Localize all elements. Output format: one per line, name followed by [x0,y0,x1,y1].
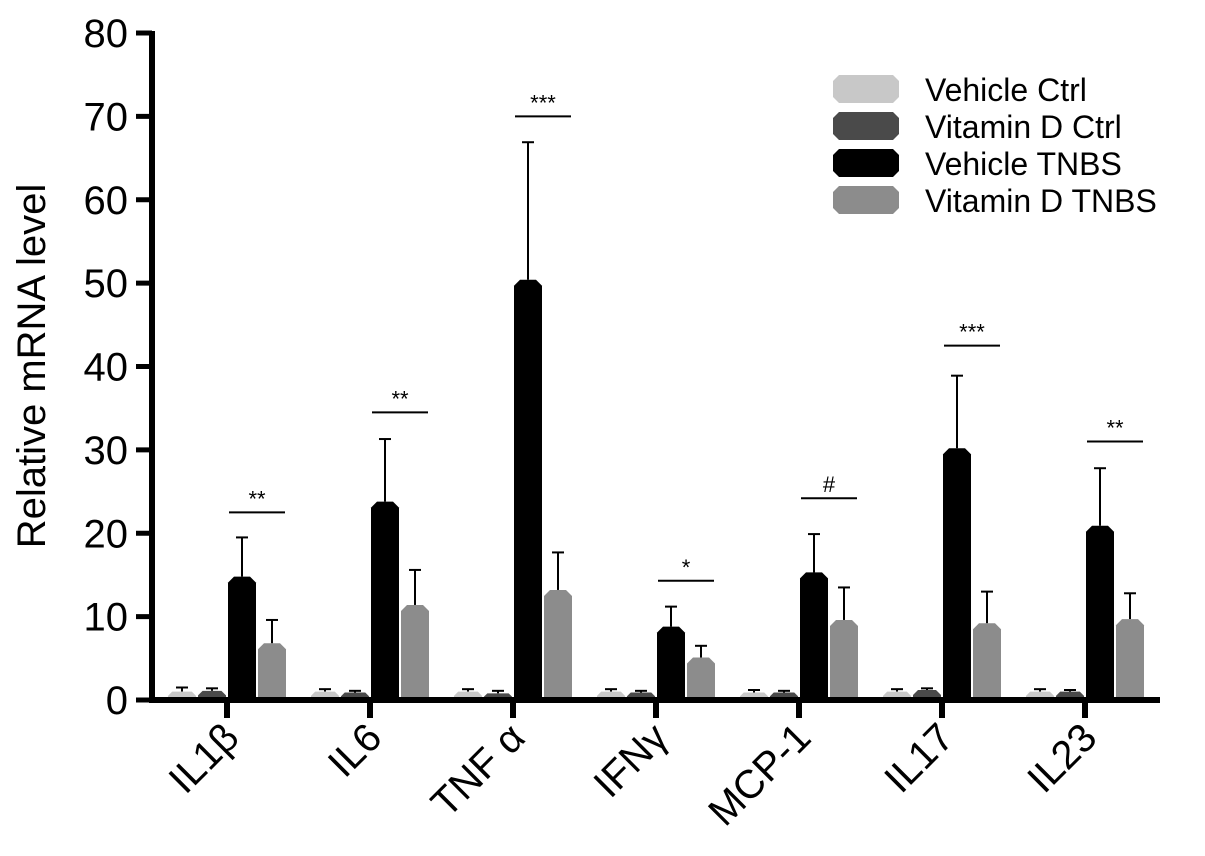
bar [800,572,828,700]
bar [687,657,715,700]
significance-label: *** [959,320,985,345]
significance-label: *** [530,90,556,115]
y-tick-label: 50 [84,262,129,306]
significance-label: # [823,472,836,497]
significance-label: ** [1106,416,1124,441]
bar [1086,525,1114,700]
bar [228,576,256,700]
bar [973,623,1001,700]
x-tick-label: IL6 [320,715,390,785]
legend-label: Vehicle TNBS [925,146,1122,182]
y-tick-label: 70 [84,95,129,139]
legend-swatch [833,112,899,140]
significance-annotations: ********#***** [229,90,1143,582]
bar [258,643,286,700]
bars [168,141,1144,700]
significance-label: ** [248,486,266,511]
y-tick-label: 10 [84,596,129,640]
bar [544,589,572,700]
bar [943,448,971,700]
y-axis: 0 10 20 30 40 50 60 70 80 [84,12,155,723]
significance-label: * [682,555,691,580]
legend-label: Vitamin D Ctrl [925,109,1122,145]
x-tick-label: MCP-1 [700,715,819,834]
legend-swatch [833,149,899,177]
bar [401,604,429,700]
legend-swatch [833,186,899,214]
legend-label: Vehicle Ctrl [925,72,1087,108]
y-tick-label: 30 [84,429,129,473]
x-axis: IL1β IL6 TNF α IFNγ MCP-1 IL17 IL23 [149,697,1160,834]
x-tick-label: IFNγ [586,715,677,806]
y-tick-label: 80 [84,12,129,56]
bar [1116,619,1144,700]
bar [657,626,685,700]
legend-label: Vitamin D TNBS [925,183,1157,219]
legend-swatch [833,75,899,103]
bar [371,501,399,700]
significance-label: ** [391,386,409,411]
x-tick-label: IL17 [876,715,962,801]
y-tick-label: 20 [84,512,129,556]
x-tick-label: IL1β [161,715,248,802]
y-tick-label: 60 [84,179,129,223]
bar [514,279,542,700]
y-tick-label: 0 [106,679,128,723]
y-tick-label: 40 [84,346,129,390]
bar [830,619,858,700]
y-axis-label: Relative mRNA level [10,184,54,549]
x-tick-label: TNF α [423,715,533,825]
x-tick-label: IL23 [1019,715,1105,801]
